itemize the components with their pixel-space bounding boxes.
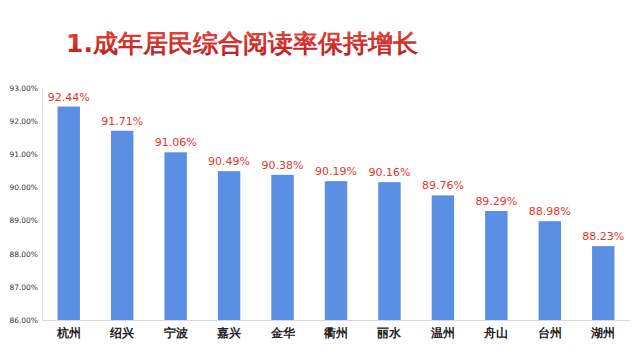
data-label: 90.49%	[208, 155, 250, 168]
x-tick-label: 台州	[538, 326, 562, 340]
bar	[58, 107, 80, 320]
y-tick: 87.00%	[9, 283, 42, 292]
plot: 86.00% 87.00% 88.00% 89.00% 90.00% 91.00% 92.0…	[9, 84, 630, 340]
bar	[378, 182, 400, 320]
y-tick-label: 91.00%	[9, 150, 38, 159]
y-tick-label: 93.00%	[9, 84, 38, 93]
y-tick-label: 89.00%	[9, 216, 38, 225]
data-label: 89.29%	[475, 195, 517, 208]
y-tick: 88.00%	[9, 250, 42, 259]
y-tick: 89.00%	[9, 216, 42, 225]
x-tick: 衢州	[323, 326, 348, 340]
y-tick: 93.00%	[9, 84, 42, 93]
x-tick-label: 舟山	[483, 326, 508, 340]
x-tick: 湖州	[590, 326, 615, 340]
data-label: 90.19%	[315, 165, 357, 178]
bar	[271, 175, 293, 320]
x-tick: 杭州	[56, 326, 81, 340]
x-tick: 台州	[538, 326, 562, 340]
bar	[218, 171, 240, 320]
x-tick-label: 温州	[430, 326, 455, 340]
x-tick: 温州	[430, 326, 455, 340]
data-label: 88.98%	[529, 205, 571, 218]
x-tick: 丽水	[376, 326, 402, 340]
data-label: 90.16%	[368, 166, 410, 179]
chart: 1.成年居民综合阅读率保持增长 86.00% 87.00% 88.00% 89.00% 9…	[0, 0, 640, 356]
bar	[592, 246, 614, 320]
x-tick-label: 丽水	[376, 326, 402, 340]
data-label: 92.44%	[48, 91, 90, 104]
x-tick: 舟山	[483, 326, 508, 340]
x-tick-label: 绍兴	[109, 326, 134, 340]
y-axis-line	[42, 89, 43, 321]
data-labels: 92.44% 91.71% 91.06% 90.49% 90.38% 90.19% 90.1…	[48, 91, 624, 244]
data-label: 88.23%	[582, 230, 624, 243]
title: 1.成年居民综合阅读率保持增长	[66, 29, 418, 58]
y-tick-label: 88.00%	[9, 250, 38, 259]
y-tick-label: 86.00%	[9, 316, 38, 325]
y-tick-label: 90.00%	[9, 183, 38, 192]
x-tick: 宁波	[164, 326, 189, 340]
x-axis-line	[43, 320, 631, 321]
x-axis: 杭州 绍兴 宁波 嘉兴 金华 衢州 丽水 温州 舟山 台州 湖州	[43, 321, 631, 340]
y-tick: 86.00%	[9, 316, 42, 325]
x-tick-label: 金华	[270, 326, 296, 340]
x-tick: 嘉兴	[217, 326, 241, 340]
y-tick: 90.00%	[9, 183, 42, 192]
bar	[111, 131, 133, 320]
data-label: 91.71%	[101, 115, 143, 128]
y-axis: 86.00% 87.00% 88.00% 89.00% 90.00% 91.00% 92.0…	[9, 84, 42, 325]
x-tick-label: 湖州	[590, 326, 615, 340]
y-tick: 91.00%	[9, 150, 42, 159]
bar	[325, 181, 347, 320]
y-tick-label: 87.00%	[9, 283, 38, 292]
bar	[164, 152, 186, 320]
bars	[58, 107, 615, 320]
bar	[485, 211, 507, 320]
x-tick-label: 衢州	[323, 326, 348, 340]
x-tick-label: 宁波	[164, 326, 189, 340]
data-label: 90.38%	[262, 159, 304, 172]
x-tick-label: 杭州	[56, 326, 81, 340]
x-tick-label: 嘉兴	[217, 326, 241, 340]
x-tick: 金华	[270, 326, 296, 340]
bar	[539, 221, 561, 320]
bar	[432, 195, 454, 320]
y-tick: 92.00%	[9, 117, 42, 126]
y-tick-label: 92.00%	[9, 117, 38, 126]
data-label: 91.06%	[155, 136, 197, 149]
data-label: 89.76%	[422, 179, 464, 192]
x-tick: 绍兴	[109, 326, 134, 340]
